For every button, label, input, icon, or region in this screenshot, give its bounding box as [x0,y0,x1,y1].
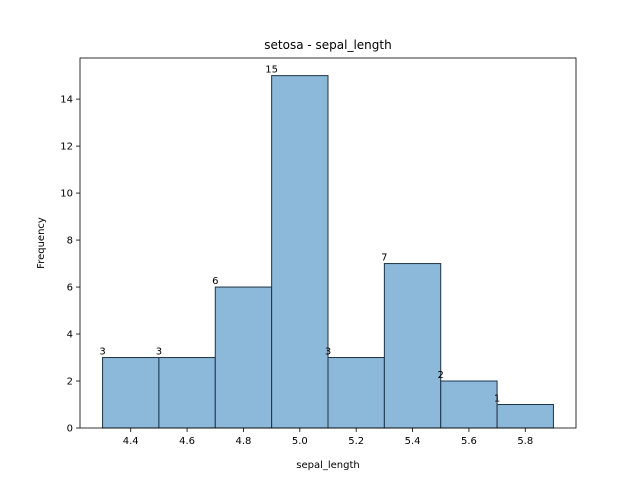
bar-count-label-7: 1 [494,394,500,405]
bar-count-label-3: 15 [265,65,278,76]
x-tick-label-2: 4.8 [236,436,252,447]
y-tick-label-2: 4 [67,330,73,341]
x-axis-label: sepal_length [296,460,360,471]
bar-count-label-0: 3 [99,347,105,358]
y-tick-label-5: 10 [60,189,73,200]
bar-count-label-4: 3 [325,347,331,358]
y-tick-label-3: 6 [67,283,73,294]
y-axis-label: Frequency [36,217,47,269]
bar-count-label-2: 6 [212,276,218,287]
x-tick-label-4: 5.2 [348,436,364,447]
x-tick-label-5: 5.4 [405,436,421,447]
bar-count-label-6: 2 [438,370,444,381]
histogram-bar-2 [214,286,273,429]
x-tick-label-7: 5.8 [517,436,533,447]
histogram-bar-0 [102,357,160,429]
histogram-bar-6 [440,380,498,429]
histogram-bar-3 [271,75,329,429]
histogram-bar-1 [158,357,216,429]
y-tick-label-0: 0 [67,424,73,435]
data-labels-group: 3 3 6 15 3 7 2 1 [99,65,500,405]
chart-title: setosa - sepal_length [264,38,391,52]
x-tick-label-1: 4.6 [179,436,195,447]
y-tick-label-1: 2 [67,377,73,388]
histogram-bar-4 [327,357,385,429]
bar-count-label-1: 3 [156,347,162,358]
y-tick-label-6: 12 [60,142,73,153]
y-tick-label-7: 14 [60,95,73,106]
histogram-bar-5 [383,263,442,429]
bar-count-label-5: 7 [381,253,387,264]
x-axis-ticks: 4.4 4.6 4.8 5.0 5.2 5.4 5.6 5.8 [123,428,533,447]
y-tick-label-4: 8 [67,236,73,247]
plot-frame [79,57,577,429]
y-axis-ticks: 0 2 4 6 8 10 12 14 [60,95,80,435]
x-tick-label-3: 5.0 [292,436,308,447]
histogram-bar-7 [496,404,554,429]
x-tick-label-6: 5.6 [461,436,477,447]
bars-group [102,75,554,429]
x-tick-label-0: 4.4 [123,436,139,447]
